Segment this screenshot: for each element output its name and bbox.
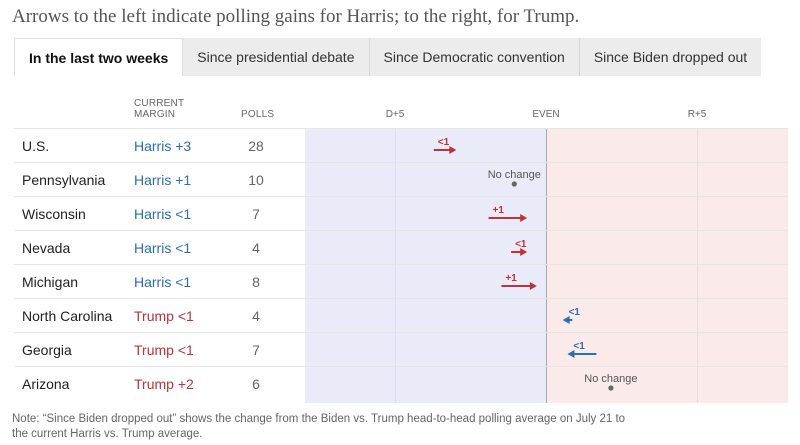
table-row: Michigan Harris <1 8: [14, 264, 788, 298]
trump-side-background: [546, 128, 788, 403]
table-row: North Carolina Trump <1 4: [14, 298, 788, 332]
gridline-even: [546, 128, 547, 403]
table-row: Wisconsin Harris <1 7: [14, 196, 788, 230]
table-row: Arizona Trump +2 6: [14, 366, 788, 403]
current-margin: Trump +2: [134, 376, 194, 392]
state-name: Nevada: [22, 240, 71, 256]
poll-count: 4: [252, 240, 260, 256]
current-margin: Harris +3: [134, 138, 192, 154]
column-header-margin: CURRENT MARGIN: [134, 98, 184, 120]
state-name: Arizona: [22, 376, 70, 392]
table-row: Georgia Trump <1 7: [14, 332, 788, 366]
axis-label-even: EVEN: [532, 109, 560, 120]
tab-since-convention[interactable]: Since Democratic convention: [370, 38, 580, 76]
state-name: Pennsylvania: [22, 172, 106, 188]
axis-label-d5: D+5: [385, 109, 405, 120]
state-name: North Carolina: [22, 308, 113, 324]
gridline-r5: [697, 128, 698, 403]
period-tabs: In the last two weeks Since presidential…: [14, 38, 762, 76]
column-header-polls: POLLS: [241, 109, 275, 120]
current-margin: Trump <1: [134, 342, 194, 358]
poll-count: 4: [252, 308, 260, 324]
poll-count: 7: [252, 206, 260, 222]
column-header-margin-line2: MARGIN: [134, 109, 176, 120]
current-margin: Harris <1: [134, 274, 192, 290]
tab-last-two-weeks[interactable]: In the last two weeks: [14, 38, 184, 76]
poll-count: 8: [252, 274, 260, 290]
poll-count: 10: [248, 172, 264, 188]
table-row: U.S. Harris +3 28: [14, 128, 788, 162]
current-margin: Trump <1: [134, 308, 194, 324]
poll-count: 28: [248, 138, 264, 154]
current-margin: Harris <1: [134, 240, 192, 256]
poll-count: 7: [252, 342, 260, 358]
current-margin: Harris +1: [134, 172, 192, 188]
table-row: Nevada Harris <1 4: [14, 230, 788, 264]
tab-since-debate[interactable]: Since presidential debate: [183, 38, 370, 76]
axis-label-r5: R+5: [687, 109, 707, 120]
gridline-d5: [395, 128, 396, 403]
state-name: U.S.: [22, 138, 50, 154]
tab-since-biden-dropped-out[interactable]: Since Biden dropped out: [593, 49, 748, 65]
poll-count: 6: [252, 376, 260, 392]
state-name: Michigan: [22, 274, 79, 290]
state-name: Wisconsin: [22, 206, 86, 222]
table-row: Pennsylvania Harris +1 10: [14, 162, 788, 196]
chart-headline: Arrows to the left indicate polling gain…: [12, 6, 580, 27]
current-margin: Harris <1: [134, 206, 192, 222]
footnote: Note: “Since Biden dropped out” shows th…: [12, 413, 626, 440]
column-header-margin-line1: CURRENT: [134, 98, 185, 109]
state-name: Georgia: [22, 342, 72, 358]
harris-side-background: [305, 128, 546, 403]
